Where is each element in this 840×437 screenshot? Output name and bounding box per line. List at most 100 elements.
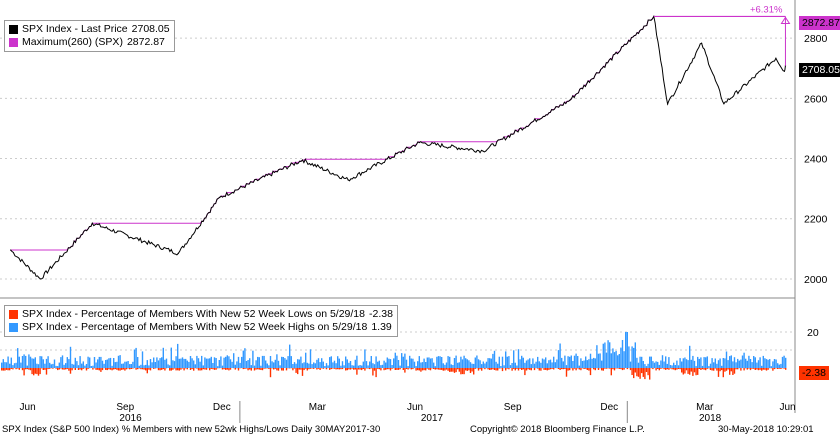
bar-lows [119,368,121,371]
bar-lows [2,368,4,371]
bar-highs [258,357,260,368]
bar-highs [764,358,766,368]
bar-highs [402,356,404,368]
bar-highs [677,365,680,368]
bar-lows [749,368,752,371]
bar-highs [596,345,598,368]
bar-highs [317,358,320,368]
bar-lows [458,368,460,372]
x-tick-label: Sep [504,402,522,413]
bar-highs [189,356,192,368]
bar-highs [761,365,763,368]
bar-highs [353,365,355,368]
bar-lows [548,368,550,370]
bar-lows [522,368,524,370]
bar-highs [517,349,520,368]
bar-lows [234,368,236,370]
bar-highs [133,349,136,368]
bar-highs [685,359,688,368]
bar-highs [644,364,646,368]
bar-highs [623,351,625,368]
y-tick-label-price: 2800 [804,33,828,45]
bar-highs [13,363,16,368]
bar-lows [292,368,294,371]
bar-highs [269,356,272,368]
bar-highs [380,365,382,368]
bar-highs [716,363,718,368]
bar-highs [468,360,470,368]
bar-lows [703,368,705,370]
bar-lows [487,368,489,370]
bar-lows [361,368,363,371]
bar-lows [397,368,400,370]
bar-highs [693,360,696,368]
bar-highs [773,359,776,368]
bar-lows [181,368,184,369]
bar-lows [369,368,371,370]
bar-highs [237,356,240,368]
bar-lows [450,368,452,372]
bar-lows [309,368,312,369]
bar-highs [628,346,630,368]
bar-lows [716,368,718,371]
bar-lows [629,368,632,371]
bar-lows [700,368,702,370]
y-axis: 2000 2200 2400 2600 2800 20 [804,33,828,339]
bar-highs [146,360,148,368]
bar-highs [514,362,516,368]
bar-lows [417,368,419,371]
bar-highs [642,361,644,368]
bar-highs [548,360,550,368]
price-legend: SPX Index - Last Price 2708.05 Maximum(2… [4,20,175,52]
bar-highs [287,356,289,368]
bar-highs [425,362,427,368]
bar-lows [180,368,182,370]
bar-lows [479,368,481,370]
bar-lows [501,368,504,372]
bar-highs [386,357,388,368]
bar-lows [55,368,57,369]
bar-lows [553,368,555,370]
bar-highs [418,356,420,368]
bar-lows [460,368,462,375]
bar-lows [242,368,244,370]
annotations: +6.31% [653,4,791,66]
bar-highs [620,347,622,368]
bar-highs [44,363,46,368]
bar-highs [538,361,540,368]
bar-highs [199,361,201,368]
bar-lows [268,368,270,369]
bar-lows [345,368,347,371]
bar-lows [565,368,568,377]
price-point [219,196,221,198]
bar-highs [485,361,488,368]
bar-lows [135,368,137,370]
bar-lows [714,368,716,369]
bar-lows [348,368,350,370]
bar-lows [52,368,54,369]
bar-highs [289,344,291,368]
bar-highs [471,363,473,368]
bar-lows [711,368,713,371]
bar-highs [10,357,12,368]
bar-lows [527,368,529,370]
bar-highs [725,351,728,368]
bar-lows [677,368,680,369]
bar-highs [260,365,262,368]
bar-lows [12,368,14,370]
bar-lows [329,368,331,370]
bar-highs [324,366,326,368]
price-point [347,179,349,181]
bar-lows [481,368,483,371]
bar-highs [108,358,110,368]
bar-highs [569,356,571,368]
bar-lows [148,368,150,370]
bar-lows [61,368,64,370]
bar-highs [545,357,547,368]
bar-highs [42,359,44,368]
bar-lows [609,368,611,369]
bar-lows [74,368,76,370]
bar-highs [61,355,64,368]
bar-lows [29,368,32,371]
bar-highs [729,356,731,368]
